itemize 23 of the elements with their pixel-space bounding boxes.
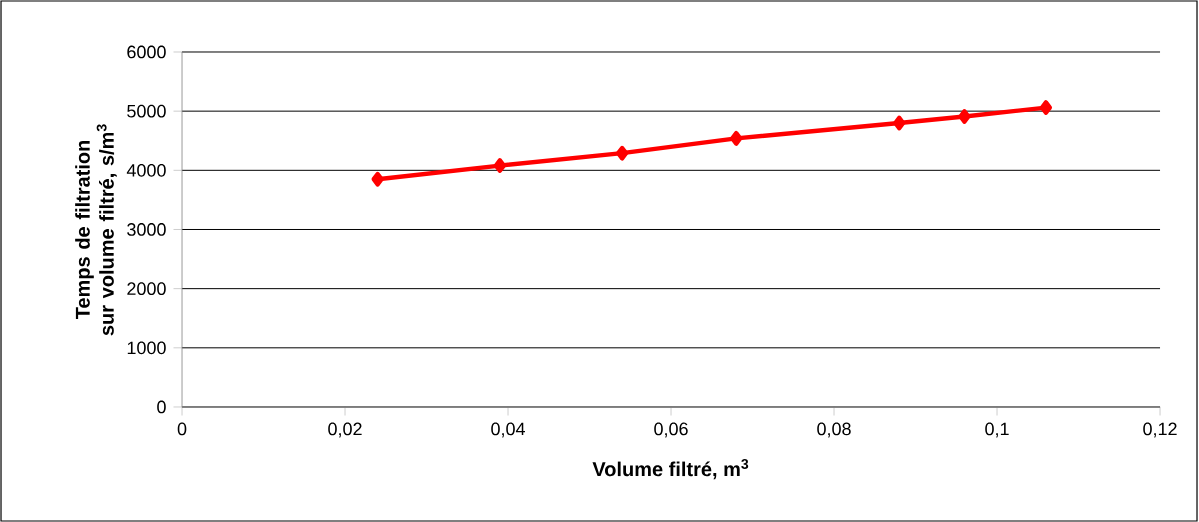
x-tick-label: 0,06 [654,422,688,438]
y-tick-label: 6000 [127,45,166,59]
point [730,130,743,146]
point [371,171,384,187]
y-tick-label: 4000 [126,163,166,177]
x-axis-title: Volume filtré, m$^{3}$ [592,459,749,480]
point [893,115,906,131]
y-tick-label: 1000 [127,341,166,355]
point [616,145,629,161]
x-tick-label: 0 [177,422,187,436]
y-tick-label: 0 [157,400,166,414]
y-tick-label: 5000 [127,104,166,118]
point [1039,100,1053,115]
x-tick-label: 0,04 [491,422,525,438]
x-tick-label: 0,08 [817,422,851,438]
point [958,109,971,124]
y-axis-title: Temps de filtration sur volume filtré, s/m$^{3}$ [75,124,117,336]
x-tick-label: 0,02 [328,422,362,438]
x-tick-label: 0,1 [985,422,1009,438]
x-tick-label: 0,12 [1143,422,1177,438]
point [493,158,506,173]
y-tick-label: 2000 [127,282,166,296]
y-tick-label: 3000 [127,223,166,236]
